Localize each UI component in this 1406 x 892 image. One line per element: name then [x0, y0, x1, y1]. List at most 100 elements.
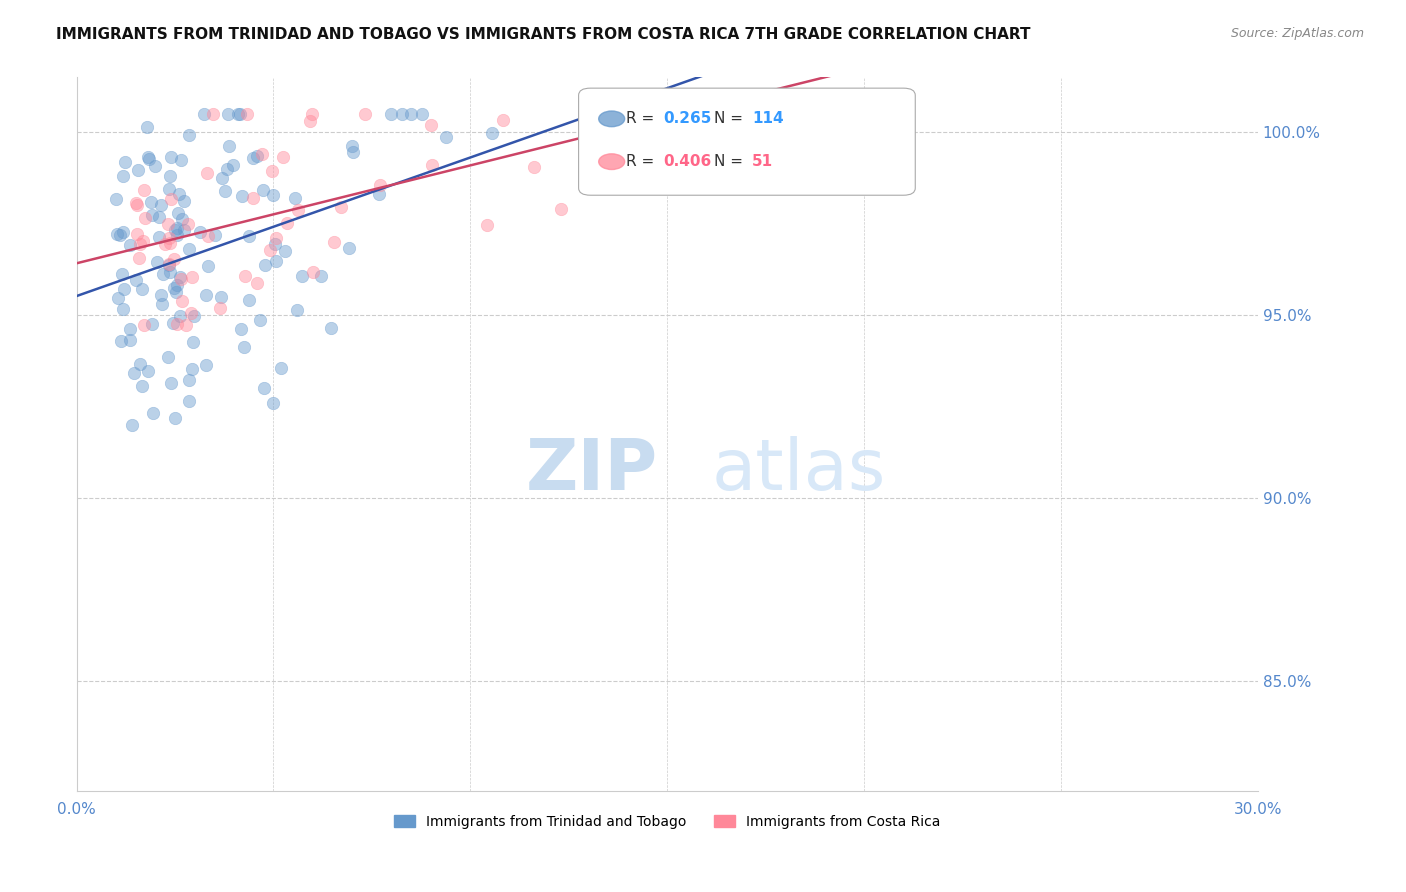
Text: R =: R =	[626, 154, 659, 169]
Point	[128, 162, 150, 177]
Point	[132, 183, 155, 197]
Point	[157, 231, 180, 245]
Text: 0.265: 0.265	[664, 112, 711, 127]
Point	[193, 107, 215, 121]
Text: atlas: atlas	[711, 435, 886, 505]
Point	[368, 178, 391, 193]
Point	[112, 301, 135, 316]
Point	[246, 149, 269, 163]
Point	[197, 259, 219, 273]
Point	[242, 151, 264, 165]
Point	[284, 191, 307, 205]
Point	[276, 216, 298, 230]
Point	[172, 212, 194, 227]
Point	[319, 321, 342, 335]
Point	[195, 166, 218, 180]
Point	[201, 107, 224, 121]
Point	[169, 269, 191, 284]
Point	[121, 418, 143, 433]
Point	[132, 234, 155, 248]
Point	[105, 227, 128, 241]
Point	[138, 152, 160, 166]
Point	[218, 139, 240, 153]
Point	[181, 334, 204, 349]
Point	[263, 237, 285, 252]
Point	[152, 267, 174, 281]
Point	[166, 277, 188, 292]
Point	[399, 107, 422, 121]
Point	[128, 357, 150, 371]
Point	[170, 153, 193, 168]
Point	[177, 217, 200, 231]
Circle shape	[599, 111, 624, 127]
Point	[159, 376, 181, 390]
Text: N =: N =	[714, 112, 748, 127]
Point	[157, 257, 180, 271]
Point	[434, 130, 457, 145]
Point	[271, 150, 294, 164]
Point	[122, 366, 145, 380]
Point	[285, 303, 308, 318]
Point	[118, 322, 141, 336]
Text: Source: ZipAtlas.com: Source: ZipAtlas.com	[1230, 27, 1364, 40]
Text: R =: R =	[626, 112, 659, 127]
Point	[211, 171, 233, 186]
Point	[208, 301, 231, 315]
Point	[173, 223, 195, 237]
Point	[197, 228, 219, 243]
Point	[159, 265, 181, 279]
Point	[157, 258, 180, 272]
Point	[128, 251, 150, 265]
Point	[128, 236, 150, 251]
Point	[165, 285, 187, 300]
Point	[262, 188, 284, 202]
Point	[238, 293, 260, 308]
Circle shape	[599, 153, 624, 169]
Point	[299, 113, 322, 128]
Point	[492, 113, 515, 128]
Point	[143, 159, 166, 173]
Text: IMMIGRANTS FROM TRINIDAD AND TOBAGO VS IMMIGRANTS FROM COSTA RICA 7TH GRADE CORR: IMMIGRANTS FROM TRINIDAD AND TOBAGO VS I…	[56, 27, 1031, 42]
Point	[163, 252, 186, 266]
Text: 30.0%: 30.0%	[1233, 802, 1282, 817]
Point	[131, 282, 153, 296]
Point	[153, 236, 176, 251]
Point	[111, 225, 134, 239]
Point	[229, 321, 252, 335]
Point	[226, 107, 249, 121]
Point	[270, 361, 292, 376]
Point	[167, 186, 190, 201]
Text: ZIP: ZIP	[526, 435, 658, 505]
Point	[411, 107, 433, 121]
Point	[550, 202, 572, 217]
Point	[262, 164, 284, 178]
Point	[124, 196, 146, 211]
Point	[120, 333, 142, 347]
Point	[136, 363, 159, 377]
Point	[174, 318, 197, 333]
Point	[105, 192, 128, 206]
Point	[217, 107, 239, 121]
Point	[146, 255, 169, 269]
Legend: Immigrants from Trinidad and Tobago, Immigrants from Costa Rica: Immigrants from Trinidad and Tobago, Imm…	[388, 809, 946, 834]
FancyBboxPatch shape	[579, 88, 915, 195]
Text: 51: 51	[752, 154, 773, 169]
Point	[132, 318, 155, 332]
Point	[177, 128, 200, 142]
Point	[170, 272, 193, 286]
Point	[215, 161, 238, 176]
Point	[124, 273, 146, 287]
Point	[301, 107, 323, 121]
Point	[233, 269, 256, 284]
Point	[262, 396, 284, 410]
Point	[114, 154, 136, 169]
Point	[135, 120, 157, 134]
Point	[309, 268, 332, 283]
Point	[150, 198, 173, 212]
Point	[249, 313, 271, 327]
Text: 114: 114	[752, 112, 785, 127]
Point	[250, 147, 273, 161]
Point	[330, 200, 353, 214]
Point	[209, 290, 232, 304]
Point	[162, 316, 184, 330]
